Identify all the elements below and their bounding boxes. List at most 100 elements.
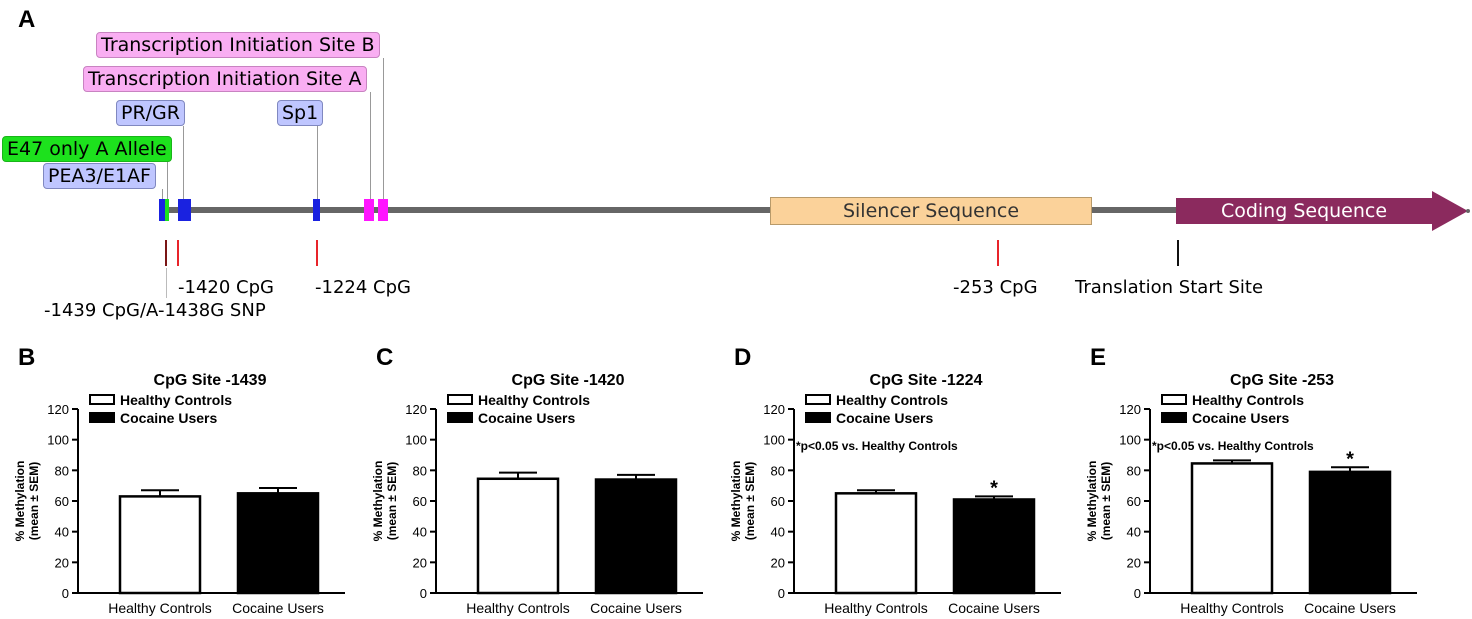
tag-tis-a: Transcription Initiation Site A [83, 66, 367, 92]
legend-swatch [89, 412, 115, 423]
x-category-label: Healthy Controls [1180, 600, 1284, 616]
y-tick-label: 100 [763, 433, 785, 448]
legend-swatch [1161, 412, 1187, 423]
y-tick-label: 40 [55, 525, 69, 540]
methylation-charts: B CpG Site -1439 0 20 40 60 80 100 120 % Methylat… [13, 344, 1417, 616]
coding-sequence-arrow [1176, 191, 1470, 231]
legend-swatch [805, 412, 831, 423]
y-tick-label: 40 [771, 525, 785, 540]
label-translation-start: Translation Start Site [1075, 277, 1264, 298]
connector-tis-a [370, 92, 371, 200]
y-tick-label: 60 [55, 494, 69, 509]
legend-swatch [89, 394, 115, 405]
y-tick-label: 60 [771, 494, 785, 509]
legend-label: Healthy Controls [478, 392, 590, 408]
silencer-sequence: Silencer Sequence [770, 197, 1092, 225]
y-tick-label: 60 [413, 494, 427, 509]
bar-cocaine [236, 492, 320, 595]
tis-b-box [378, 199, 388, 221]
significance-star: * [1346, 448, 1354, 470]
y-axis-label: % Methylation [729, 461, 743, 542]
significance-note: *p<0.05 vs. Healthy Controls [1152, 439, 1314, 453]
bar-healthy [1190, 462, 1274, 595]
sp1-box [313, 199, 320, 221]
y-tick-label: 120 [47, 402, 69, 417]
legend-label: Healthy Controls [1192, 392, 1304, 408]
bar-cocaine [594, 478, 678, 595]
y-axis-label-sub: (mean ± SEM) [27, 462, 41, 541]
x-category-label: Cocaine Users [590, 600, 682, 616]
cpg-tick-1420 [177, 240, 179, 266]
y-tick-label: 40 [1127, 525, 1141, 540]
chart-title: CpG Site -1224 [870, 372, 983, 389]
legend-label: Cocaine Users [478, 410, 575, 426]
chart-c: C CpG Site -1420 0 20 40 60 80 100 120 % Methylat… [371, 344, 703, 616]
chart-title: CpG Site -1420 [512, 372, 625, 389]
chart-b: B CpG Site -1439 0 20 40 60 80 100 120 % Methylat… [13, 344, 345, 616]
legend-label: Cocaine Users [1192, 410, 1289, 426]
y-tick-label: 0 [1134, 586, 1141, 601]
y-tick-label: 0 [778, 586, 785, 601]
panel-letter: E [1090, 344, 1106, 371]
y-tick-label: 120 [763, 402, 785, 417]
cpg-tick-1439 [165, 240, 167, 266]
connector-pea3 [162, 189, 163, 200]
y-tick-label: 80 [413, 463, 427, 478]
y-tick-label: 100 [405, 433, 427, 448]
bar-healthy [834, 492, 918, 595]
y-tick-label: 20 [55, 555, 69, 570]
x-category-label: Healthy Controls [108, 600, 212, 616]
y-tick-label: 80 [55, 463, 69, 478]
y-tick-label: 80 [1127, 463, 1141, 478]
y-axis-label: % Methylation [1085, 461, 1099, 542]
y-tick-label: 100 [47, 433, 69, 448]
bar-healthy [476, 477, 560, 595]
y-tick-label: 80 [771, 463, 785, 478]
tag-sp1: Sp1 [277, 100, 324, 126]
cpg-tick-1224 [316, 240, 318, 266]
translation-start-tick [1177, 240, 1179, 266]
connector-1439 [166, 268, 167, 298]
chart-title: CpG Site -1439 [154, 372, 267, 389]
tag-pea3: PEA3/E1AF [43, 163, 156, 189]
chart-e: E CpG Site -253 0 20 40 60 80 100 120 % Methylati… [1085, 344, 1417, 616]
label-cpg-1439: -1439 CpG/A-1438G SNP [44, 300, 266, 321]
significance-star: * [990, 477, 998, 499]
y-axis-label-sub: (mean ± SEM) [385, 462, 399, 541]
legend-label: Healthy Controls [836, 392, 948, 408]
legend-label: Cocaine Users [836, 410, 933, 426]
e47-box [165, 199, 169, 221]
y-tick-label: 120 [405, 402, 427, 417]
cpg-tick-253 [997, 240, 999, 266]
y-tick-label: 0 [62, 586, 69, 601]
bar-healthy [118, 495, 202, 595]
y-tick-label: 20 [413, 555, 427, 570]
tag-pr-gr: PR/GR [116, 100, 185, 126]
y-tick-label: 40 [413, 525, 427, 540]
label-cpg-1224: -1224 CpG [315, 277, 411, 298]
y-axis-label: % Methylation [13, 461, 27, 542]
y-tick-label: 120 [1119, 402, 1141, 417]
connector-pr-gr [183, 126, 184, 200]
connector-tis-b [383, 58, 384, 200]
pea3-box [159, 199, 166, 221]
connector-e47 [167, 162, 168, 200]
coding-sequence-label: Coding Sequence [1220, 200, 1388, 222]
x-category-label: Cocaine Users [232, 600, 324, 616]
tag-e47: E47 only A Allele [2, 136, 172, 162]
y-tick-label: 0 [420, 586, 427, 601]
legend-swatch [447, 412, 473, 423]
panel-letter: D [734, 344, 751, 371]
y-axis-label-sub: (mean ± SEM) [743, 462, 757, 541]
legend-label: Cocaine Users [120, 410, 217, 426]
legend-swatch [447, 394, 473, 405]
legend-swatch [805, 394, 831, 405]
bar-cocaine [952, 498, 1036, 595]
dna-backbone [160, 207, 1180, 213]
legend-label: Healthy Controls [120, 392, 232, 408]
chart-d: D CpG Site -1224 0 20 40 60 80 100 120 % Methylat… [729, 344, 1061, 616]
tag-tis-b: Transcription Initiation Site B [96, 32, 380, 58]
y-axis-label: % Methylation [371, 461, 385, 542]
panel-letter: B [18, 344, 35, 371]
significance-note: *p<0.05 vs. Healthy Controls [796, 439, 958, 453]
